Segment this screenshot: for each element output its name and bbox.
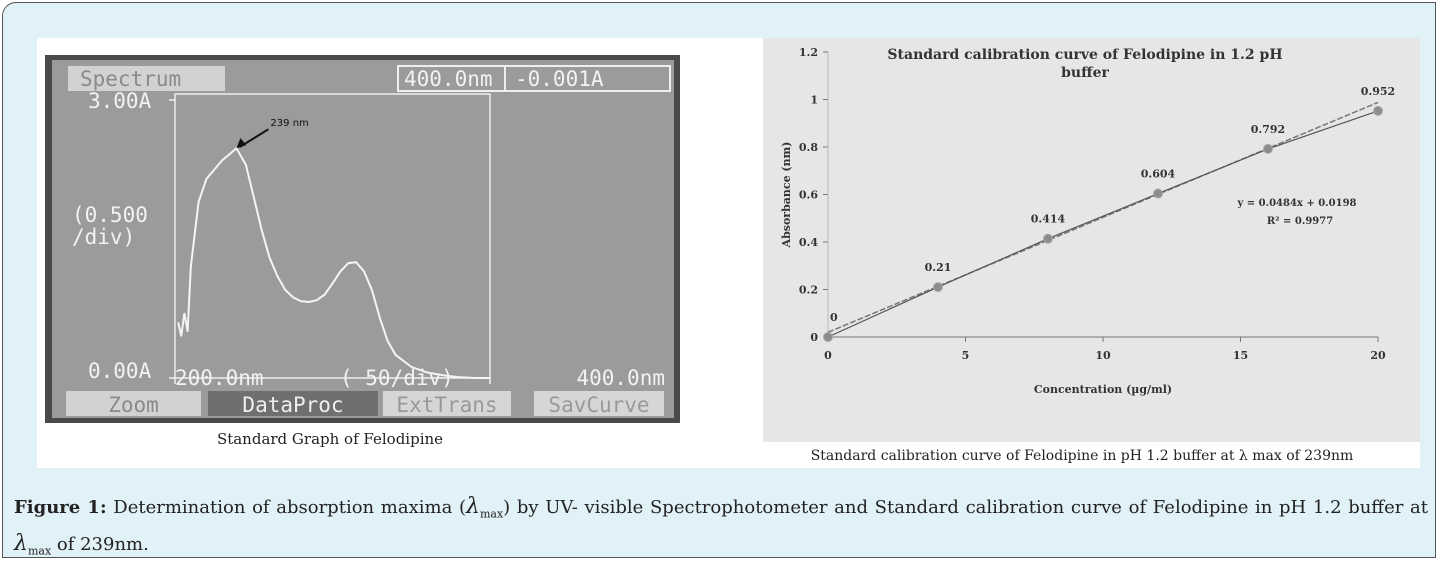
annotation: 239 nm (270, 118, 308, 129)
data-label: 0.604 (1141, 168, 1176, 181)
x-tick-label: 200.0nm (175, 366, 264, 390)
y-tick-label: 0.4 (799, 236, 818, 249)
title-line: Standard calibration curve of Felodipine… (887, 47, 1282, 63)
button-label: SavCurve (548, 393, 649, 417)
data-label: 0 (830, 311, 838, 324)
data-label: 0.414 (1031, 213, 1066, 226)
point (934, 283, 943, 292)
subscript: max (28, 544, 51, 557)
caption-text: Determination of absorption maxima ( (113, 497, 466, 518)
lambda: λ (466, 494, 480, 519)
y-tick-label: 0.00A (88, 359, 152, 383)
y-tick-label: 0 (810, 331, 818, 344)
point (1374, 106, 1383, 115)
lambda: λ (14, 531, 28, 556)
r-squared: R² = 0.9977 (1267, 216, 1333, 227)
y-tick-label: 0.6 (799, 189, 818, 202)
figure-caption: Figure 1: Determination of absorption ma… (14, 492, 1428, 565)
y-tick-label: 0.8 (799, 141, 818, 154)
y-axis-label: Absorbance (nm) (780, 142, 793, 249)
chart-caption: Standard calibration curve of Felodipine… (811, 448, 1354, 464)
x-axis-label: Concentration (µg/ml) (1034, 383, 1172, 396)
y-tick-label: 1 (810, 94, 818, 107)
x-tick-label: 0 (824, 349, 832, 362)
chart-caption: Standard Graph of Felodipine (217, 430, 443, 448)
x-tick-label: 10 (1095, 349, 1111, 362)
point (824, 333, 833, 342)
x-tick-label: 400.0nm (576, 366, 665, 390)
point (1264, 144, 1273, 153)
point (1154, 189, 1163, 198)
header-label: Spectrum (80, 67, 181, 91)
button-label: Zoom (108, 393, 159, 417)
caption-text: of 239nm. (51, 534, 149, 555)
header-label: 400.0nm (404, 67, 493, 91)
x-div-label: ( 50/div) (340, 366, 454, 390)
page: Spectrum 400.0nm -0.001A 0.00A 3.00A (0.500/d… (0, 0, 1442, 562)
y-tick-label: 0.2 (799, 284, 818, 297)
y-div-label: /div) (72, 225, 135, 249)
chart-bg (763, 38, 1420, 442)
header-label: -0.001A (515, 67, 604, 91)
subscript: max (480, 508, 503, 521)
y-tick-label: 1.2 (799, 46, 818, 59)
x-tick-label: 20 (1370, 349, 1386, 362)
point (1044, 234, 1053, 243)
equation: y = 0.0484x + 0.0198 (1237, 198, 1357, 209)
caption-text: ) by UV- visible Spectrophotometer and S… (503, 497, 1428, 518)
y-div-label: (0.500 (72, 203, 148, 227)
data-label: 0.21 (925, 261, 952, 274)
button-label: DataProc (242, 393, 343, 417)
title-line: buffer (1061, 65, 1109, 81)
x-tick-label: 5 (962, 349, 970, 362)
y-tick-label: 3.00A (88, 89, 152, 113)
data-label: 0.952 (1361, 85, 1395, 98)
x-tick-label: 15 (1233, 349, 1248, 362)
caption-label: Figure 1: (14, 497, 107, 518)
button-label: ExtTrans (396, 393, 497, 417)
figure: Spectrum 400.0nm -0.001A 0.00A 3.00A (0.500/d… (0, 0, 1442, 490)
data-label: 0.792 (1251, 123, 1285, 136)
